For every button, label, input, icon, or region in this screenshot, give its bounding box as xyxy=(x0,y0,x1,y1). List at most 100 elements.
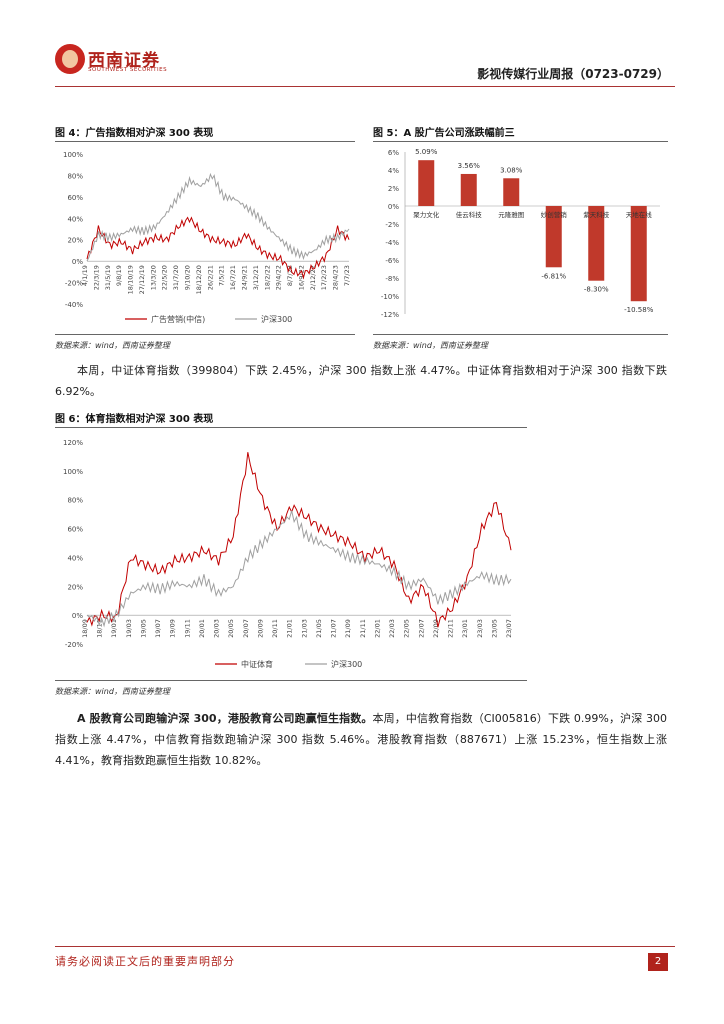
legend-label-1: 中证体育 xyxy=(241,659,273,669)
y-tick-label: -2% xyxy=(385,221,399,229)
x-tick-label: 13/3/20 xyxy=(149,265,157,290)
x-tick-label: 23/05 xyxy=(490,619,498,638)
y-tick-label: 20% xyxy=(67,237,83,245)
x-tick-label: 31/7/20 xyxy=(172,265,180,290)
figure5-rule xyxy=(373,141,668,142)
x-tick-label: 21/11 xyxy=(359,619,367,638)
x-tick-label: 17/2/23 xyxy=(320,265,328,290)
legend-label-2: 沪深300 xyxy=(261,314,292,324)
bar xyxy=(503,178,520,206)
y-tick-label: 100% xyxy=(63,151,83,159)
page-number: 2 xyxy=(648,953,668,971)
y-tick-label: 20% xyxy=(67,583,83,591)
y-tick-label: -20% xyxy=(65,280,83,288)
x-tick-label: 佳云科技 xyxy=(456,210,483,219)
y-tick-label: 120% xyxy=(63,439,83,447)
figure4-chart: -40% -20% 0% 20% 40% 60% 80% 100% 4/1/19 22/3/19 3… xyxy=(63,151,351,324)
x-tick-label: 7/7/23 xyxy=(343,265,351,286)
paragraph-sports: 本周，中证体育指数（399804）下跌 2.45%，沪深 300 指数上涨 4.… xyxy=(55,364,667,398)
y-tick-label: 4% xyxy=(388,167,399,175)
paragraph-education-body: 本周，中信教育指数（CI005816）下跌 0.99%，沪深 300 指数上涨 … xyxy=(55,712,667,767)
x-tick-label: 20/09 xyxy=(256,619,264,638)
x-tick-label: 20/11 xyxy=(271,619,279,638)
x-tick-label: 31/5/19 xyxy=(104,265,112,290)
x-tick-label: 18/10/19 xyxy=(127,265,135,294)
x-tick-label: 22/3/19 xyxy=(92,265,100,290)
y-tick-label: 80% xyxy=(67,172,83,180)
x-tick-label: 20/05 xyxy=(227,619,235,638)
y-tick-label: 0% xyxy=(72,258,83,266)
legend-label-1: 广告营销(中信) xyxy=(151,314,205,324)
figure5-title: 图 5：A 股广告公司涨跌幅前三 xyxy=(373,128,515,139)
figure5-source: 数据来源：wind，西南证券整理 xyxy=(373,341,488,350)
x-tick-label: 23/07 xyxy=(505,619,513,638)
bar xyxy=(460,173,477,206)
report-title: 影视传媒行业周报（0723-0729） xyxy=(477,67,669,81)
y-tick-label: -8% xyxy=(385,275,399,283)
x-tick-label: 23/03 xyxy=(476,619,484,638)
y-tick-label: 80% xyxy=(67,497,83,505)
figure4-title: 图 4：广告指数相对沪深 300 表现 xyxy=(55,128,214,139)
paragraph-education-lead: A 股教育公司跑输沪深 300，港股教育公司跑赢恒生指数。 xyxy=(77,712,373,725)
x-tick-label: 4/1/19 xyxy=(81,265,89,286)
header-rule xyxy=(55,86,675,87)
data-label: -10.58% xyxy=(624,306,654,314)
x-tick-label: 8/7/22 xyxy=(286,265,294,286)
x-tick-label: 18/09 xyxy=(81,619,89,638)
x-tick-label: 21/03 xyxy=(300,619,308,638)
figure4-rule-bottom xyxy=(55,334,355,335)
x-tick-label: 聚力文化 xyxy=(413,210,440,219)
figure6-title: 图 6：体育指数相对沪深 300 表现 xyxy=(55,414,214,425)
y-tick-label: -40% xyxy=(65,301,83,309)
x-tick-label: 22/07 xyxy=(417,619,425,638)
y-tick-label: 60% xyxy=(67,194,83,202)
figure6-source: 数据来源：wind，西南证券整理 xyxy=(55,687,170,696)
x-tick-label: 紫天科技 xyxy=(583,210,610,219)
x-tick-label: 19/01 xyxy=(110,619,118,638)
figure5-rule-bottom xyxy=(373,334,668,335)
bar xyxy=(418,160,435,206)
y-tick-label: 40% xyxy=(67,554,83,562)
bar xyxy=(545,206,562,268)
x-tick-label: 21/09 xyxy=(344,619,352,638)
data-label: 3.56% xyxy=(458,162,481,170)
y-tick-label: -10% xyxy=(381,293,399,301)
figure6-rule xyxy=(55,427,527,428)
x-tick-label: 22/5/20 xyxy=(161,265,169,290)
y-tick-label: 6% xyxy=(388,149,399,157)
x-tick-label: 21/05 xyxy=(315,619,323,638)
series-line-2 xyxy=(86,510,512,628)
y-tick-label: 40% xyxy=(67,215,83,223)
y-tick-label: -20% xyxy=(65,641,83,649)
x-tick-label: 22/03 xyxy=(388,619,396,638)
x-tick-label: 22/11 xyxy=(447,619,455,638)
y-tick-label: -12% xyxy=(381,311,399,319)
footer-disclaimer: 请务必阅读正文后的重要声明部分 xyxy=(55,955,235,968)
x-tick-label: 7/5/21 xyxy=(218,265,226,286)
x-tick-label: 元隆雅图 xyxy=(498,210,524,219)
x-tick-label: 22/05 xyxy=(403,619,411,638)
x-tick-label: 26/2/21 xyxy=(206,265,214,290)
y-tick-label: -4% xyxy=(385,239,399,247)
x-tick-label: 21/07 xyxy=(330,619,338,638)
x-tick-label: 20/03 xyxy=(213,619,221,638)
x-tick-label: 2/12/22 xyxy=(309,265,317,290)
x-tick-label: 27/12/19 xyxy=(138,265,146,294)
x-tick-label: 3/12/21 xyxy=(252,265,260,290)
figure6-chart: -20% 0% 20% 40% 60% 80% 100% 120% 18/09 18/11 19/0… xyxy=(63,439,513,669)
x-tick-label: 9/10/20 xyxy=(184,265,192,290)
logo-text: 西南证券 xyxy=(88,51,160,71)
data-label: -8.30% xyxy=(584,286,609,294)
x-tick-label: 19/03 xyxy=(125,619,133,638)
figure4-rule xyxy=(55,141,355,142)
data-label: -6.81% xyxy=(541,272,566,280)
x-tick-label: 21/01 xyxy=(286,619,294,638)
logo-icon xyxy=(55,44,85,74)
x-tick-label: 妙创营销 xyxy=(541,210,568,219)
bar xyxy=(630,206,647,302)
series-line-1 xyxy=(86,216,350,280)
data-label: 3.08% xyxy=(500,166,523,174)
x-tick-label: 29/4/22 xyxy=(275,265,283,290)
x-tick-label: 18/12/20 xyxy=(195,265,203,294)
x-tick-label: 23/01 xyxy=(461,619,469,638)
